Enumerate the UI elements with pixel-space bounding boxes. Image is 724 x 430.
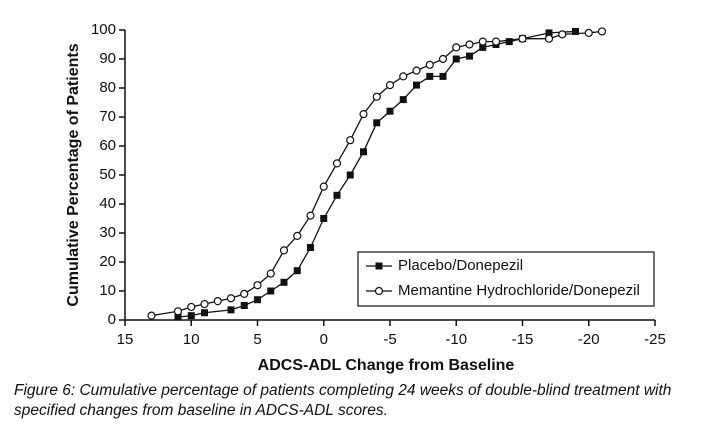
point <box>187 302 196 312</box>
point <box>359 109 368 119</box>
point <box>333 191 341 199</box>
point <box>293 267 301 275</box>
y-tick-label: 30 <box>99 224 116 241</box>
x-tick-label: 10 <box>183 331 200 348</box>
x-tick-label: -5 <box>383 331 396 348</box>
point <box>240 302 248 309</box>
y-tick-label: 60 <box>99 137 116 154</box>
chart: ADCS-ADL Change from Baseline Cumulative… <box>65 21 666 374</box>
point <box>373 119 381 127</box>
point <box>544 34 554 43</box>
point <box>201 309 208 317</box>
point <box>200 299 209 309</box>
point <box>187 312 195 320</box>
point <box>412 66 421 75</box>
point <box>584 28 593 38</box>
point <box>478 37 487 46</box>
point <box>307 244 314 251</box>
y-tick-label: 40 <box>99 195 116 212</box>
point <box>572 27 579 35</box>
y-tick-label: 90 <box>99 50 116 67</box>
point <box>280 278 288 286</box>
x-tick-label: -15 <box>512 331 534 348</box>
point <box>174 313 182 321</box>
y-axis-label: Cumulative Percentage of Patients <box>65 43 82 306</box>
y-tick-label: 70 <box>99 108 116 125</box>
point <box>173 307 183 316</box>
point <box>267 287 275 295</box>
x-tick-label: 0 <box>320 331 328 348</box>
series-line <box>177 30 576 318</box>
legend-label: Placebo/Donepezil <box>398 257 523 274</box>
x-tick-label: 15 <box>117 331 134 348</box>
legend-label: Memantine Hydrochloride/Donepezil <box>398 282 640 299</box>
point <box>426 72 434 80</box>
y-tick-label: 80 <box>99 79 116 96</box>
legend-box <box>357 251 655 307</box>
y-tick-label: 0 <box>108 311 116 328</box>
point <box>254 296 261 304</box>
point <box>253 281 262 290</box>
point <box>399 96 407 104</box>
point <box>439 72 447 80</box>
point <box>293 231 302 240</box>
point <box>320 215 328 222</box>
point <box>385 80 395 90</box>
y-tick-label: 10 <box>99 282 116 299</box>
point <box>438 54 448 64</box>
point <box>226 294 236 303</box>
point <box>505 38 513 46</box>
x-tick-label: 5 <box>253 331 261 348</box>
y-tick-label: 100 <box>91 21 116 38</box>
y-tick-label: 20 <box>99 253 116 270</box>
point <box>306 211 315 220</box>
point <box>452 43 461 52</box>
point <box>518 34 527 43</box>
legend-marker <box>374 286 384 296</box>
point <box>266 269 275 278</box>
point <box>213 297 222 306</box>
caption: Figure 6: Cumulative percentage of patie… <box>14 382 672 419</box>
x-tick-label: -25 <box>644 331 666 348</box>
point <box>479 43 487 51</box>
point <box>332 159 342 168</box>
point <box>558 30 567 39</box>
point <box>147 311 156 320</box>
point <box>466 52 473 60</box>
point <box>360 148 367 156</box>
x-tick-label: -10 <box>445 331 467 348</box>
point <box>465 40 474 49</box>
legend-marker <box>375 262 383 270</box>
point <box>346 171 354 179</box>
point <box>372 92 381 101</box>
x-tick-label: -20 <box>578 331 600 348</box>
point <box>425 60 434 69</box>
point <box>597 27 607 36</box>
x-axis-label: ADCS-ADL Change from Baseline <box>258 357 515 374</box>
point <box>399 72 408 81</box>
point <box>413 81 420 89</box>
point <box>279 246 289 255</box>
point <box>452 55 460 63</box>
point <box>346 136 355 145</box>
y-tick-label: 50 <box>99 166 116 183</box>
point <box>386 107 394 115</box>
point <box>319 182 328 191</box>
point <box>491 37 501 46</box>
point <box>240 289 249 298</box>
point <box>545 29 553 37</box>
point <box>227 306 235 314</box>
